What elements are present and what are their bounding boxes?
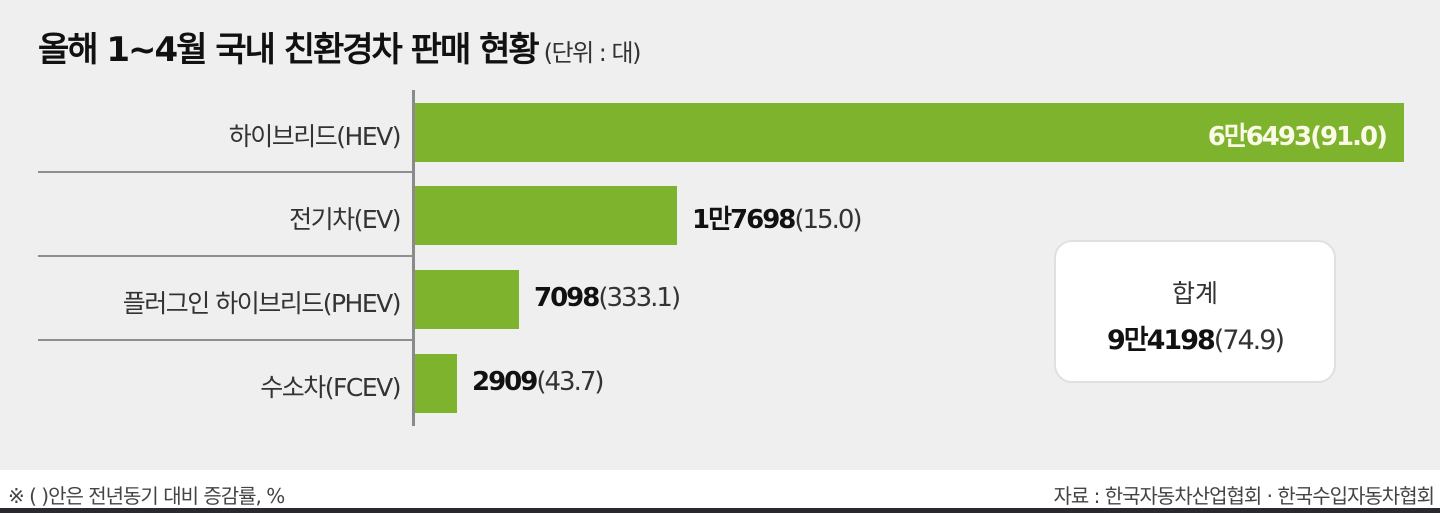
value-label-fcev: 2909(43.7) [472, 367, 605, 397]
bar-phev [415, 270, 519, 329]
category-label-hev: 하이브리드(HEV) [228, 122, 402, 151]
footer: ※ ( )안은 전년동기 대비 증감률, % 자료 : 한국자동차산업협회 · … [0, 470, 1440, 508]
bar-ev [415, 186, 677, 245]
value-label-ev: 1만7698(15.0) [692, 205, 863, 235]
row-divider [38, 171, 413, 173]
total-box: 합계 9만4198(74.9) [1054, 240, 1336, 383]
bar-fcev [415, 354, 457, 413]
total-label: 합계 [1171, 279, 1218, 308]
chart-title: 올해 1~4월 국내 친환경차 판매 현황 (단위 : 대) [38, 22, 642, 71]
footnote: ※ ( )안은 전년동기 대비 증감률, % [8, 484, 285, 508]
unit-note: (단위 : 대) [543, 39, 642, 67]
category-label-phev: 플러그인 하이브리드(PHEV) [122, 289, 402, 318]
value-label-hev: 6만6493(91.0) [1207, 122, 1388, 152]
category-label-fcev: 수소차(FCEV) [260, 373, 401, 402]
title-text: 올해 1~4월 국내 친환경차 판매 현황 [38, 30, 540, 70]
row-divider [38, 339, 413, 341]
category-label-ev: 전기차(EV) [289, 205, 401, 234]
source-note: 자료 : 한국자동차산업협회 · 한국수입자동차협회 [1053, 484, 1435, 508]
total-value: 9만4198(74.9) [1107, 325, 1285, 356]
bar-hev [415, 103, 1404, 162]
value-label-phev: 7098(333.1) [534, 283, 681, 313]
y-axis-line [412, 90, 415, 426]
row-divider [38, 255, 413, 257]
bottom-edge [0, 508, 1440, 513]
